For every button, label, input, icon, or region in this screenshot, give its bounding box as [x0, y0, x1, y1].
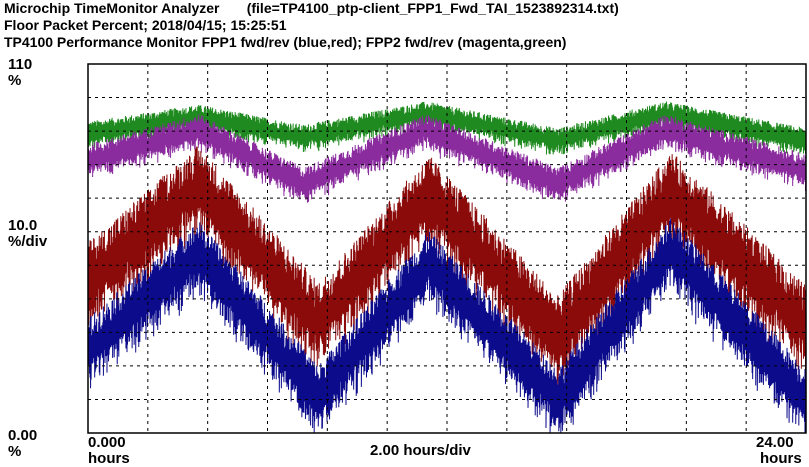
- x-axis-start-unit: hours: [88, 450, 130, 467]
- y-axis-scale-value: 10.0: [8, 217, 38, 234]
- chart-title: TP4100 Performance Monitor FPP1 fwd/rev …: [4, 34, 567, 50]
- x-axis-end-unit: hours: [760, 450, 802, 467]
- header-title-line: Microchip TimeMonitor Analyzer (file=TP4…: [4, 0, 619, 17]
- y-axis-top-value: 110: [8, 56, 33, 73]
- app-name: Microchip TimeMonitor Analyzer: [4, 0, 220, 16]
- y-axis-scale-unit: %/div: [8, 233, 48, 250]
- file-label: (file=TP4100_ptp-client_FPP1_Fwd_TAI_152…: [246, 0, 619, 16]
- grid-layer: [88, 64, 806, 433]
- y-axis-bottom-value: 0.00: [8, 427, 38, 444]
- series-line-magenta: [87, 114, 807, 203]
- x-axis-scale: 2.00 hours/div: [370, 442, 471, 459]
- x-axis-start-value: 0.000: [88, 434, 126, 451]
- y-axis-bottom-unit: %: [8, 443, 22, 460]
- plot-frame: [87, 63, 807, 434]
- header-timestamp-line: Floor Packet Percent; 2018/04/15; 15:25:…: [4, 17, 287, 33]
- y-axis-top-unit: %: [8, 72, 22, 89]
- x-axis-end-value: 24.00: [756, 434, 794, 451]
